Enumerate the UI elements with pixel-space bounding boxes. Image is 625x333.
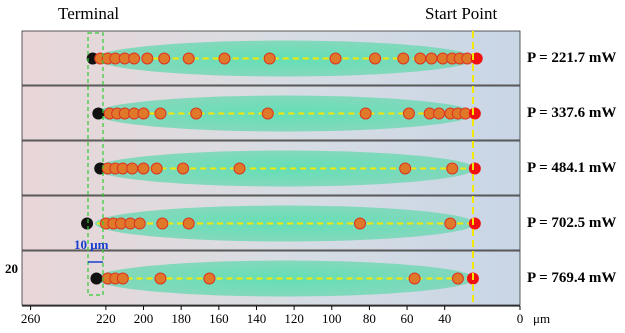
point [138,108,149,119]
point [159,53,170,64]
start-dot [469,108,481,120]
point [151,163,162,174]
x-tick-label: 40 [438,311,451,326]
point [264,53,275,64]
point [415,53,426,64]
point [134,218,145,229]
point [445,218,456,229]
x-tick-label: 260 [21,311,41,326]
point [219,53,230,64]
x-tick-label: 180 [171,311,191,326]
point [127,163,138,174]
terminal-dot [81,218,93,230]
point [155,273,166,284]
left-label: 20 [5,261,18,276]
terminal-label: Terminal [58,4,119,23]
x-unit: μm [533,311,550,326]
point [452,273,463,284]
point [262,108,273,119]
point [138,163,149,174]
point [400,163,411,174]
point [434,108,445,119]
point [191,108,202,119]
point [360,108,371,119]
x-tick-label: 100 [322,311,342,326]
point [183,53,194,64]
scale-bar-label: 10 μm [74,237,109,252]
power-label: P = 337.6 mW [527,105,616,121]
point [447,163,458,174]
point [117,273,128,284]
figure: Terminal Start Point 20 μm P = 221.7 mW P… [0,0,625,333]
point [409,273,420,284]
point [403,108,414,119]
point [183,218,194,229]
start-dot [469,163,481,175]
power-label: P = 484.1 mW [527,160,616,176]
x-tick-label: 60 [401,311,414,326]
point [234,163,245,174]
start-label: Start Point [425,4,498,23]
x-tick-label: 120 [284,311,304,326]
point [142,53,153,64]
point [330,53,341,64]
start-dot [469,218,481,230]
point [398,53,409,64]
x-tick-label: 160 [209,311,229,326]
point [178,163,189,174]
power-label: P = 702.5 mW [527,215,616,231]
terminal-dot [90,273,102,285]
point [155,108,166,119]
point [355,218,366,229]
point [157,218,168,229]
x-tick-label: 80 [363,311,376,326]
point [370,53,381,64]
x-tick-label: 220 [96,311,116,326]
power-label: P = 221.7 mW [527,50,616,66]
x-tick-label: 0 [517,311,524,326]
point [204,273,215,284]
x-tick-label: 140 [247,311,267,326]
power-label: P = 769.4 mW [527,270,616,286]
point [129,53,140,64]
x-tick-label: 200 [134,311,154,326]
point [426,53,437,64]
